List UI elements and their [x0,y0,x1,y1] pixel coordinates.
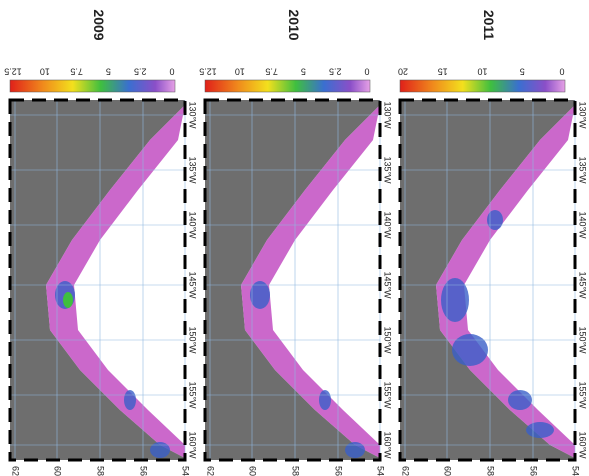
high-density [487,210,503,230]
colorbar-label: 0 [364,67,369,77]
map-panel: 2010 12.5 10 7.5 5 2.5 0 130°W 135°W 140°W 145°W 15… [199,9,392,476]
latitude-label: 54°N [376,466,386,476]
latitude-label: 62°N [11,466,21,476]
colorbar-label: 5 [520,67,525,77]
panel-title: 2010 [286,9,302,40]
density-band [46,105,185,458]
longitude-label: 130°W [383,101,393,129]
land [10,100,185,460]
longitude-label: 130°W [578,101,588,129]
longitude-label: 155°W [578,381,588,409]
latitude-label: 62°N [206,466,216,476]
land [400,100,575,460]
colorbar-label: 5 [301,67,306,77]
colorbar-label: 0 [559,67,564,77]
map-frame [398,98,577,462]
high-density [124,390,136,410]
longitude-label: 155°W [188,381,198,409]
map [203,98,382,462]
colorbar-label: 20 [398,67,408,77]
longitude-label: 155°W [383,381,393,409]
longitude-label: 140°W [383,211,393,239]
longitude-label: 130°W [188,101,198,129]
latitude-label: 58°N [486,466,496,476]
latitude-label: 56°N [334,466,344,476]
high-density [319,390,331,410]
colorbar-label: 15 [438,67,448,77]
panel-title: 2011 [481,10,497,41]
colorbar-label: 12.5 [4,67,22,77]
map-panel: 2011 20 15 10 5 0 130°W 135°W 140°W 145°W 150°W 155… [398,10,588,476]
longitude-label: 140°W [188,211,198,239]
longitude-label: 145°W [578,271,588,299]
map-frame [203,98,382,462]
density-band [436,105,575,458]
latitude-label: 60°N [53,466,63,476]
latitude-label: 60°N [443,466,453,476]
colorbar [399,79,566,93]
density-band [241,105,380,458]
high-density [452,334,488,366]
longitude-label: 160°W [578,431,588,459]
colorbar [204,79,371,93]
colorbar-label: 10 [40,67,50,77]
latitude-label: 58°N [291,466,301,476]
high-density [150,442,170,458]
panel-title: 2009 [91,9,107,40]
colorbar-label: 2.5 [329,67,342,77]
high-density [345,442,365,458]
map-frame [8,98,187,462]
map [398,98,577,462]
colorbar-label: 10 [235,67,245,77]
latitude-label: 54°N [571,466,581,476]
peak-density [63,292,73,308]
longitude-label: 150°W [578,326,588,354]
longitude-label: 135°W [383,156,393,184]
longitude-label: 135°W [188,156,198,184]
colorbar-label: 2.5 [134,67,147,77]
latitude-label: 58°N [96,466,106,476]
longitude-label: 135°W [578,156,588,184]
longitude-label: 145°W [383,271,393,299]
latitude-label: 60°N [248,466,258,476]
longitude-label: 160°W [383,431,393,459]
colorbar-label: 12.5 [199,67,217,77]
colorbar-label: 7.5 [265,67,278,77]
latitude-label: 56°N [529,466,539,476]
longitude-label: 140°W [578,211,588,239]
latitude-label: 62°N [401,466,411,476]
colorbar-label: 5 [106,67,111,77]
latitude-label: 56°N [139,466,149,476]
map-panel: 2009 12.5 10 7.5 5 2.5 0 130°W 135°W 140°W 145°W 15… [4,9,197,476]
high-density [441,278,469,322]
colorbar-label: 0 [169,67,174,77]
longitude-label: 150°W [188,326,198,354]
colorbar-label: 10 [477,67,487,77]
longitude-label: 145°W [188,271,198,299]
high-density [250,281,270,309]
high-density [508,390,532,410]
latitude-label: 54°N [181,466,191,476]
high-density [526,422,554,438]
colorbar [9,79,176,93]
longitude-label: 160°W [188,431,198,459]
map [8,98,187,462]
longitude-label: 150°W [383,326,393,354]
colorbar-label: 7.5 [70,67,83,77]
land [205,100,380,460]
